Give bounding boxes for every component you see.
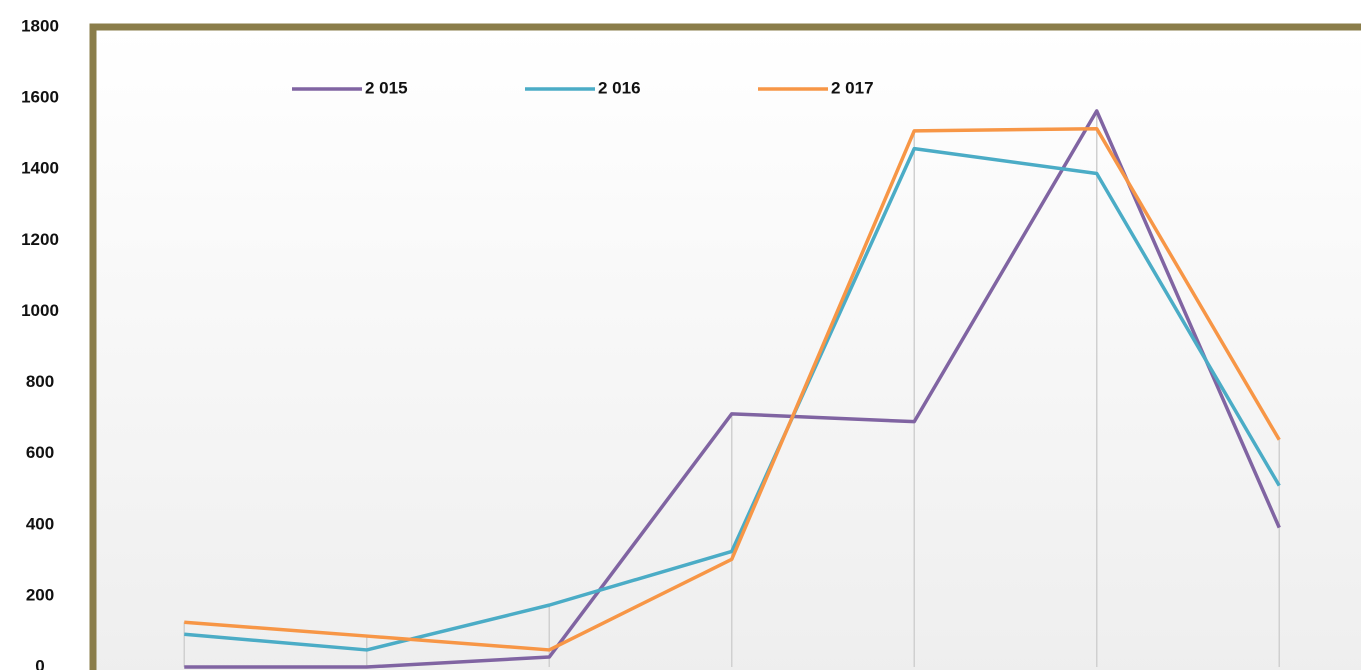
series-line [184, 109, 1281, 669]
y-tick-label: 1200 [21, 230, 59, 249]
plot-frame [89, 23, 1361, 670]
y-tick-label: 0 [35, 656, 44, 670]
y-tick-label: 600 [26, 443, 54, 462]
plot-background [93, 27, 1361, 670]
series-line [184, 126, 1281, 652]
y-tick-label: 200 [26, 585, 54, 604]
y-tick-label: 1800 [21, 16, 59, 35]
y-tick-label: 1400 [21, 159, 59, 178]
y-tick-label: 400 [26, 514, 54, 533]
series-line [184, 146, 1281, 652]
legend-label: 2 017 [831, 78, 874, 97]
legend-label: 2 015 [365, 78, 408, 97]
y-tick-label: 800 [26, 372, 54, 391]
y-tick-label: 1000 [21, 301, 59, 320]
y-tick-label: 1600 [21, 88, 59, 107]
legend-label: 2 016 [598, 78, 641, 97]
